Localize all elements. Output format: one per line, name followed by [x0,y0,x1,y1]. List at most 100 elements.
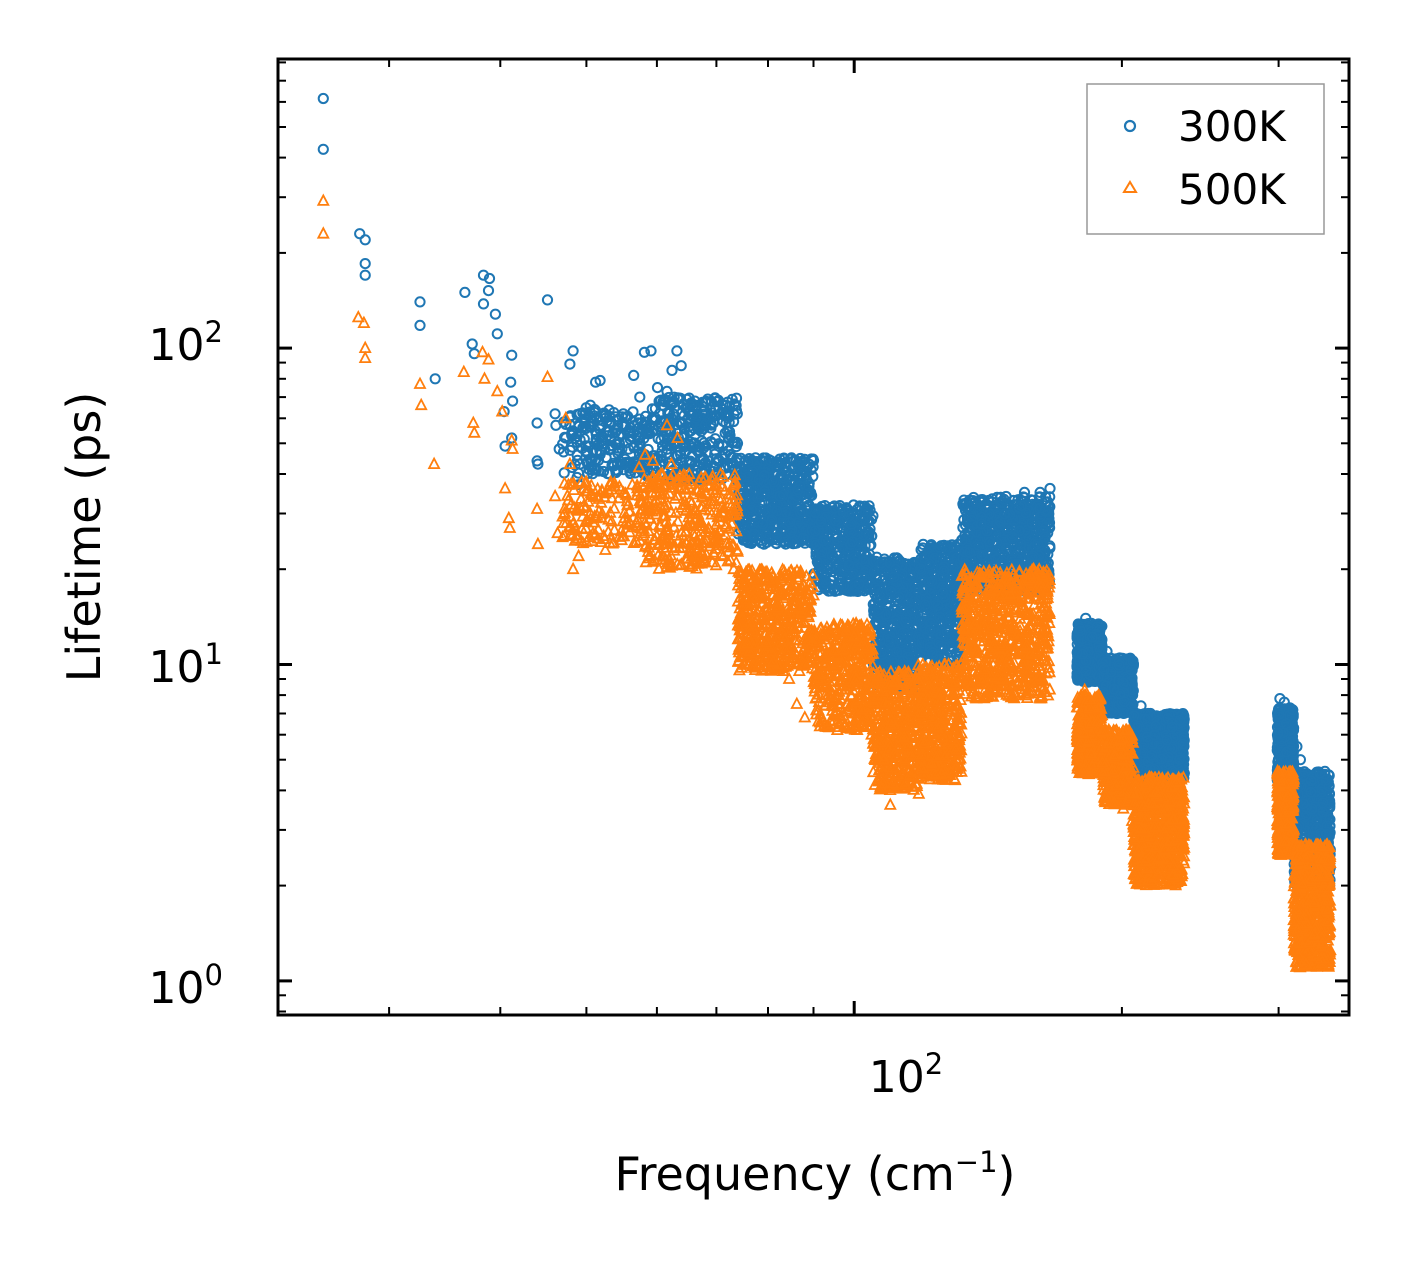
data-point-300k [597,465,610,478]
data-point-300k [698,442,710,454]
data-point-300k [628,369,640,381]
data-point-300k [414,296,426,308]
data-point-300k [696,396,709,408]
data-point-300k [672,450,684,462]
data-point-300k [666,364,678,376]
data-point-300k [489,308,501,320]
data-point-300k [574,434,586,446]
data-point-300k [729,437,741,449]
data-point-300k [459,286,471,298]
data-point-300k [506,349,518,361]
data-point-300k [713,438,725,450]
data-point-300k [752,517,764,529]
data-point-300k [719,448,732,460]
data-point-300k [359,269,371,281]
data-point-300k [715,408,727,420]
data-point-300k [684,455,697,467]
data-point-300k [601,415,613,427]
data-point-300k [628,420,640,432]
data-point-300k [646,426,658,438]
data-point-300k [610,464,622,476]
data-point-300k [532,458,544,470]
data-point-300k [675,360,687,372]
data-point-300k [605,440,617,452]
data-point-300k [317,92,329,105]
data-point-300k [483,272,496,285]
data-point-300k [559,431,571,443]
data-point-300k [593,465,605,477]
data-point-300k [505,376,517,388]
data-point-300k [733,461,746,473]
data-point-300k [491,328,503,340]
data-point-300k [678,441,691,453]
data-point-300k [414,319,426,331]
data-point-300k [709,392,721,405]
data-point-300k [429,373,441,385]
data-point-300k [677,398,690,410]
data-point-300k [580,445,592,457]
data-point-300k [728,408,740,420]
data-point-300k [784,453,796,465]
data-point-300k [506,395,519,407]
data-point-300k [705,418,717,430]
data-point-300k [594,444,606,456]
data-point-300k [580,402,592,414]
data-point-300k [709,448,721,460]
data-point-300k [571,409,583,421]
data-point-300k [579,420,591,432]
data-point-300k [477,298,490,310]
data-point-300k [609,427,621,439]
data-point-300k [663,407,675,419]
data-point-300k [571,437,583,449]
data-point-300k [564,358,576,370]
data-point-300k [586,453,598,465]
data-point-300k [698,401,710,413]
data-point-300k [691,445,704,457]
data-point-300k [564,444,576,456]
data-point-300k [671,345,683,357]
data-point-300k [317,143,329,155]
data-point-300k [640,410,652,422]
data-point-300k [587,468,599,480]
data-point-300k [577,422,589,434]
data-point-300k [651,382,664,394]
data-point-300k [499,440,511,452]
data-point-300k [643,428,656,440]
data-point-300k [549,408,561,420]
data-point-300k [541,294,554,306]
data-point-300k [686,409,698,421]
data-point-300k [614,455,626,467]
data-point-300k [618,464,630,476]
data-point-300k [793,522,806,534]
data-point-300k [531,417,543,429]
data-point-300k [596,429,608,441]
data-point-300k [794,507,807,519]
data-point-300k [645,345,657,357]
data-point-300k [796,505,809,517]
data-point-300k [677,417,689,429]
data-point-300k [726,393,738,405]
data-point-300k [558,446,570,458]
data-point-300k [771,531,783,544]
data-point-300k [674,392,687,404]
data-point-300k [572,467,585,479]
data-point-300k [692,440,704,452]
data-point-300k [557,438,569,450]
data-point-300k [649,414,662,426]
data-point-300k [594,374,606,387]
data-point-300k [805,487,817,499]
data-point-300k [661,447,673,459]
data-point-300k [591,413,603,425]
data-point-300k [678,423,690,435]
data-point-300k [567,345,579,357]
data-point-300k [482,285,495,297]
data-point-300k [359,234,371,246]
data-point-300k [720,417,732,429]
data-point-300k [655,395,667,407]
data-point-300k [620,437,632,449]
data-point-300k [359,258,371,270]
data-point-300k [634,391,646,403]
data-point-300k [354,228,366,240]
data-point-300k [708,461,721,473]
